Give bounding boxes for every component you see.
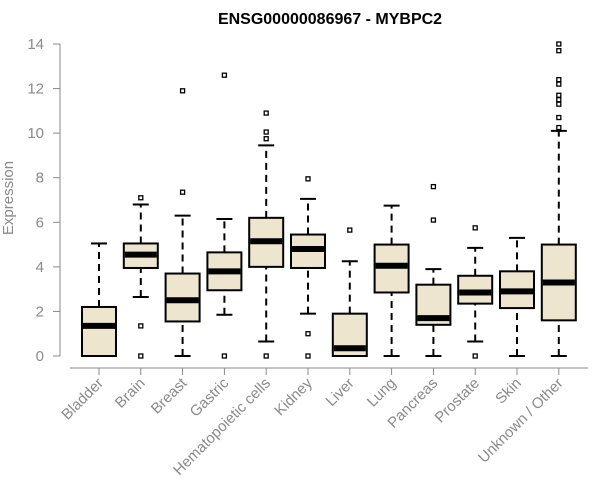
- box-series: [81, 41, 577, 359]
- x-tick-label: Skin: [492, 375, 525, 408]
- y-tick-label: 10: [27, 125, 44, 142]
- box-brain: [122, 195, 159, 359]
- box-gastric: [206, 72, 243, 359]
- x-tick-label: Prostate: [431, 375, 483, 427]
- x-tick-label: Liver: [323, 375, 358, 410]
- x-tick-label: Kidney: [271, 374, 316, 419]
- outlier-point: [138, 353, 144, 359]
- outlier-point: [556, 114, 562, 121]
- outlier-point: [263, 129, 269, 135]
- outlier-point: [556, 101, 562, 107]
- outlier-point: [305, 331, 311, 337]
- outlier-point: [305, 176, 311, 182]
- box-kidney: [290, 176, 326, 359]
- y-axis-label: Expression: [0, 161, 17, 235]
- y-ticks: 0 2 4 6 8 10 12 14: [27, 36, 60, 365]
- outlier-point: [556, 41, 562, 47]
- outlier-point: [263, 353, 269, 359]
- outlier-point: [430, 217, 437, 223]
- chart-title: ENSG00000086967 - MYBPC2: [218, 11, 442, 28]
- outlier-point: [430, 183, 437, 190]
- outlier-point: [347, 227, 353, 233]
- outlier-point: [556, 77, 562, 83]
- box-skin: [499, 236, 535, 357]
- x-tick-label: Brain: [112, 375, 149, 412]
- box-unknown-other: [540, 41, 577, 357]
- box-pancreas: [415, 183, 452, 357]
- box-prostate: [457, 225, 494, 359]
- box-hematopoietic-cells: [248, 110, 285, 359]
- y-tick-label: 4: [36, 259, 44, 276]
- box-lung: [373, 204, 410, 357]
- outlier-point: [556, 97, 562, 103]
- outlier-point: [138, 195, 144, 201]
- outlier-point: [138, 323, 144, 329]
- box-bladder: [81, 242, 117, 358]
- y-tick-label: 0: [36, 348, 44, 365]
- outlier-point: [472, 225, 478, 231]
- outlier-point: [556, 48, 562, 54]
- x-tick-label: Breast: [148, 374, 191, 417]
- outlier-point: [556, 124, 562, 131]
- iqr-box: [81, 305, 117, 358]
- y-tick-label: 8: [36, 170, 44, 187]
- outlier-point: [472, 353, 478, 359]
- outlier-point: [221, 353, 228, 359]
- outlier-point: [179, 189, 186, 195]
- outlier-point: [263, 136, 269, 142]
- y-tick-label: 2: [36, 303, 44, 320]
- outlier-point: [556, 92, 562, 98]
- outlier-point: [305, 353, 311, 359]
- y-tick-label: 6: [36, 214, 44, 231]
- outlier-point: [221, 72, 228, 78]
- outlier-point: [263, 110, 269, 116]
- x-tick-label: Lung: [364, 375, 400, 411]
- y-tick-label: 12: [27, 81, 44, 98]
- x-tick-label: Bladder: [58, 375, 107, 424]
- box-liver: [331, 227, 368, 357]
- outlier-point: [556, 81, 562, 87]
- box-breast: [164, 88, 201, 357]
- outlier-point: [179, 88, 186, 94]
- y-tick-label: 14: [27, 36, 44, 53]
